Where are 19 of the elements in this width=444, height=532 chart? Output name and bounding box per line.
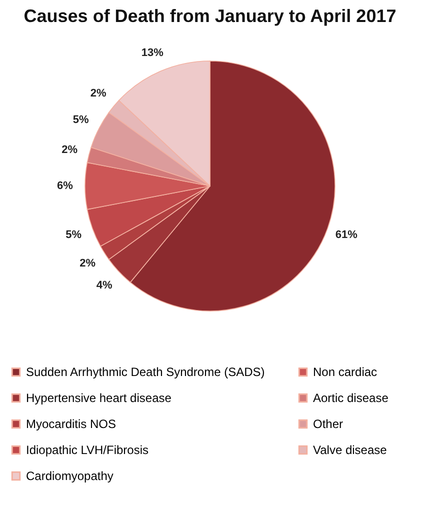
data-label: 4%	[96, 279, 112, 292]
legend-label: Cardiomyopathy	[26, 469, 114, 483]
chart-title: Causes of Death from January to April 2017	[24, 6, 396, 26]
data-label: 6%	[57, 180, 74, 192]
data-label: 5%	[66, 229, 82, 242]
legend-label: Valve disease	[313, 443, 388, 457]
legend-label: Non cardiac	[313, 365, 378, 380]
data-label: 2%	[62, 144, 78, 156]
data-label: 2%	[90, 88, 106, 100]
legend-label: Hypertensive heart disease	[26, 391, 172, 405]
legend-label: Sudden Arrhythmic Death Syndrome (SADS)	[26, 365, 265, 380]
legend-label: Myocarditis NOS	[26, 417, 116, 431]
legend-label: Idiopathic LVH/Fibrosis	[26, 443, 148, 457]
legend-label: Aortic disease	[313, 391, 389, 405]
data-label: 13%	[141, 46, 164, 59]
data-label: 5%	[72, 114, 89, 126]
legend-label: Other	[313, 417, 344, 431]
data-label: 2%	[80, 258, 96, 270]
data-label: 61%	[335, 229, 358, 242]
